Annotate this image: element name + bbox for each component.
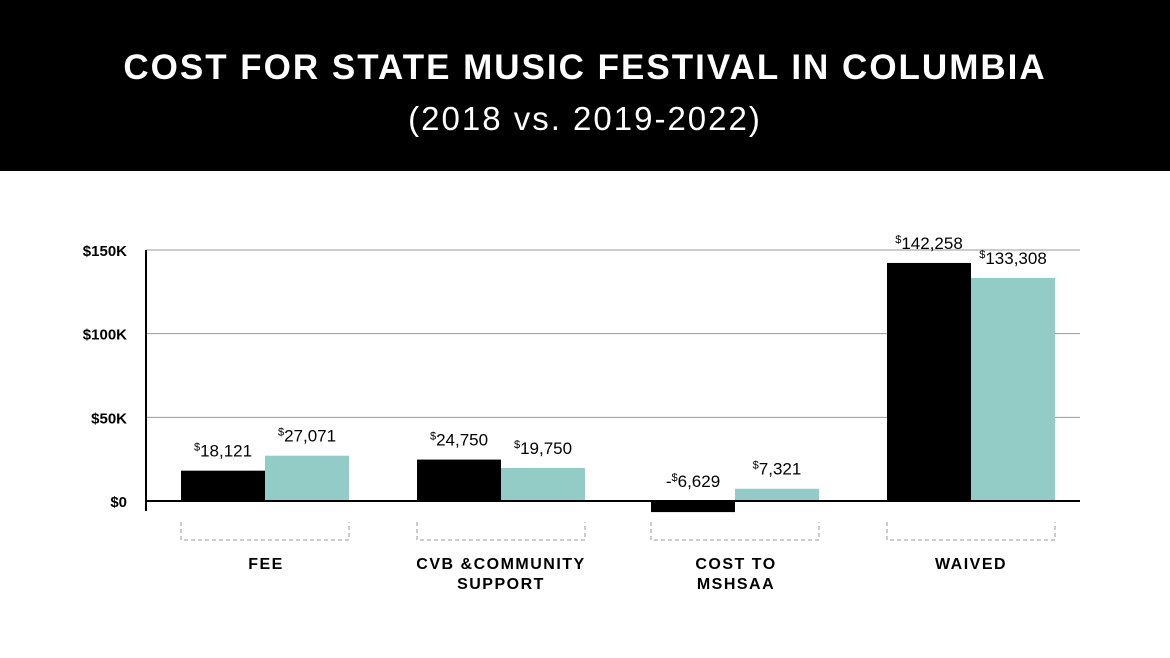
bar <box>265 455 349 501</box>
data-label: -$6,629 <box>666 472 720 491</box>
data-label: $7,321 <box>753 460 802 479</box>
chart-subtitle: (2018 vs. 2019-2022) <box>408 100 762 137</box>
chart-header: COST FOR STATE MUSIC FESTIVAL IN COLUMBI… <box>0 0 1170 171</box>
category-bracket <box>886 522 1056 541</box>
data-label: $133,308 <box>979 249 1047 268</box>
bar <box>417 459 501 501</box>
y-tick-label: $100K <box>83 327 127 344</box>
bar <box>181 470 265 501</box>
bar <box>971 277 1055 501</box>
category-bracket <box>180 522 350 541</box>
chart-title: COST FOR STATE MUSIC FESTIVAL IN COLUMBI… <box>123 48 1047 87</box>
category-bracket <box>416 522 586 541</box>
bar <box>735 488 819 501</box>
bar <box>887 262 971 501</box>
y-tick-label: $0 <box>110 494 127 511</box>
data-label: $19,750 <box>514 439 572 458</box>
data-label: $142,258 <box>895 234 963 253</box>
data-label: $27,071 <box>278 427 336 446</box>
category-label: CVB &COMMUNITY SUPPORT <box>416 556 585 593</box>
category-bracket <box>650 522 820 541</box>
bar <box>651 501 735 513</box>
data-label: $24,750 <box>430 431 488 450</box>
category-label: COST TO MSHSAA <box>695 556 776 593</box>
data-label: $18,121 <box>194 442 252 461</box>
bar <box>501 467 585 501</box>
y-tick-label: $50K <box>91 410 127 427</box>
category-label: WAIVED <box>935 556 1007 573</box>
category-label: FEE <box>248 556 284 573</box>
y-tick-label: $150K <box>83 243 127 260</box>
